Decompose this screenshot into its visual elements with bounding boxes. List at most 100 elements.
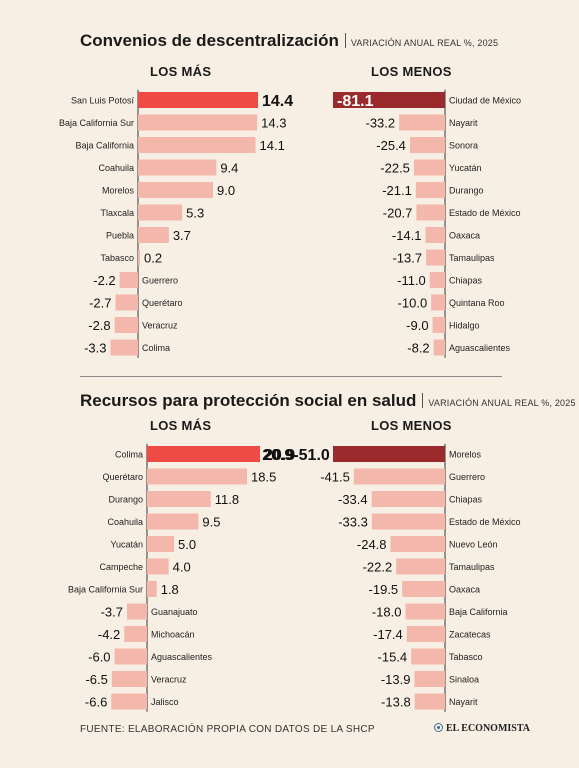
bar <box>405 603 445 620</box>
data-label: -81.1 <box>337 93 374 110</box>
bar <box>414 671 445 687</box>
data-label: 9.4 <box>220 161 238 176</box>
data-label: 20.9 <box>264 447 295 464</box>
title-separator <box>344 33 346 48</box>
category-label: Guerrero <box>449 472 485 482</box>
top-mas-value: 20.9 <box>262 447 293 464</box>
data-label: -3.3 <box>84 341 106 356</box>
data-label: 1.8 <box>161 582 179 597</box>
bar <box>413 159 445 176</box>
data-label: -17.4 <box>373 627 403 642</box>
bar <box>406 626 445 642</box>
bar <box>111 693 147 710</box>
category-label: Oaxaca <box>449 585 480 595</box>
chart1-heading-menos: LOS MENOS <box>371 64 452 79</box>
source-note: FUENTE: ELABORACIÓN PROPIA CON DATOS DE … <box>80 724 375 735</box>
category-label: Chiapas <box>449 276 483 286</box>
category-label: Baja California <box>75 141 134 151</box>
bar <box>147 536 175 552</box>
data-label: -8.2 <box>407 341 429 356</box>
category-label: Morelos <box>102 186 135 196</box>
category-label: Nayarit <box>449 697 478 707</box>
category-label: Morelos <box>449 450 482 460</box>
bar <box>425 227 445 243</box>
bar <box>426 249 445 266</box>
category-label: Sonora <box>449 141 478 151</box>
data-label: -10.0 <box>398 296 428 311</box>
chart2-subtitle: VARIACIÓN ANUAL REAL %, 2025 <box>428 398 576 408</box>
chart2-heading-mas: LOS MÁS <box>150 418 212 433</box>
category-label: Guerrero <box>142 276 178 286</box>
category-label: Tlaxcala <box>100 208 134 218</box>
top-range-label: 20.9-51.0 <box>262 447 330 464</box>
bar <box>138 249 140 266</box>
data-label: 11.8 <box>215 492 239 507</box>
title-separator <box>422 393 424 408</box>
data-label: -14.1 <box>392 228 422 243</box>
category-label: Colima <box>142 343 170 353</box>
data-label: 14.3 <box>261 116 286 131</box>
bar <box>114 317 138 333</box>
bar <box>138 227 169 243</box>
data-label: 14.1 <box>260 138 285 153</box>
bar <box>432 317 445 333</box>
bar <box>138 92 258 108</box>
bar <box>416 204 445 221</box>
category-label: Hidalgo <box>449 321 480 331</box>
data-label: -22.2 <box>363 560 393 575</box>
bar <box>431 294 445 311</box>
data-label: 9.0 <box>217 183 235 198</box>
bar <box>414 693 445 710</box>
data-label: 9.5 <box>202 515 220 530</box>
data-label: -15.4 <box>378 650 408 665</box>
data-label: -2.2 <box>93 273 115 288</box>
category-label: Aguascalientes <box>151 652 213 662</box>
category-label: Baja California Sur <box>59 118 134 128</box>
category-label: Querétaro <box>102 472 143 482</box>
data-label: 5.0 <box>178 537 196 552</box>
bar <box>115 294 138 311</box>
data-label: -6.0 <box>88 650 110 665</box>
brand-icon <box>434 723 443 732</box>
category-label: Jalisco <box>151 697 179 707</box>
category-label: Oaxaca <box>449 231 480 241</box>
data-label: -2.8 <box>88 318 110 333</box>
bar <box>124 626 147 642</box>
category-label: Guanajuato <box>151 607 198 617</box>
category-label: Tamaulipas <box>449 562 495 572</box>
bar <box>353 468 445 485</box>
chart2-title-block: Recursos para protección social en salud… <box>80 391 576 411</box>
category-label: Durango <box>449 186 484 196</box>
bar <box>147 513 199 530</box>
bar <box>111 671 147 687</box>
category-label: Coahuila <box>98 163 134 173</box>
category-label: Baja California Sur <box>68 585 143 595</box>
data-label: -19.5 <box>369 582 399 597</box>
data-label: 5.3 <box>186 206 204 221</box>
data-label: -3.7 <box>101 605 123 620</box>
bar <box>409 137 445 153</box>
category-label: Sinaloa <box>449 675 479 685</box>
bar <box>114 648 147 665</box>
bar <box>333 92 445 108</box>
bar <box>138 114 258 131</box>
category-label: Puebla <box>106 231 134 241</box>
chart2-heading-menos: LOS MENOS <box>371 418 452 433</box>
bar <box>126 603 147 620</box>
data-label: 18.5 <box>251 470 276 485</box>
bar <box>147 468 248 485</box>
data-label: 4.0 <box>173 560 191 575</box>
bar <box>411 648 445 665</box>
data-label: -18.0 <box>372 605 402 620</box>
category-label: Aguascalientes <box>449 343 511 353</box>
category-label: Yucatán <box>449 163 482 173</box>
chart1-heading-mas: LOS MÁS <box>150 64 212 79</box>
data-label: 0.2 <box>144 251 162 266</box>
category-label: Yucatán <box>110 540 143 550</box>
category-label: Michoacán <box>151 630 195 640</box>
bar <box>371 491 445 507</box>
chart1-title: Convenios de descentralización <box>80 31 339 50</box>
bar <box>110 339 138 356</box>
category-label: Quintana Roo <box>449 298 505 308</box>
data-label: -6.5 <box>85 672 107 687</box>
